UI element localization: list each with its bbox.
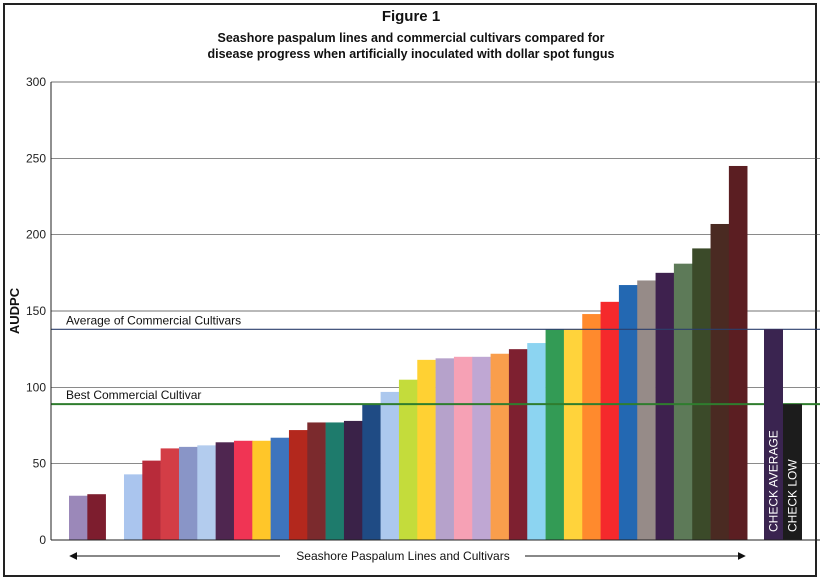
bar bbox=[673, 263, 693, 540]
bar bbox=[618, 285, 638, 540]
bar bbox=[160, 448, 180, 540]
bar bbox=[69, 495, 88, 540]
bar bbox=[380, 391, 400, 540]
bar bbox=[325, 422, 345, 540]
bar bbox=[728, 165, 748, 540]
y-tick-label: 200 bbox=[26, 228, 46, 242]
reference-line-label: Average of Commercial Cultivars bbox=[66, 313, 241, 327]
bar bbox=[233, 440, 253, 540]
check-bar bbox=[764, 329, 783, 540]
x-axis-label: Seashore Paspalum Lines and Cultivars bbox=[296, 549, 509, 563]
y-tick-label: 100 bbox=[26, 380, 46, 394]
bar bbox=[655, 272, 675, 540]
figure-subtitle-line2: disease progress when artificially inocu… bbox=[207, 47, 615, 61]
figure-subtitle-line1: Seashore paspalum lines and commercial c… bbox=[217, 31, 605, 45]
bar bbox=[178, 446, 198, 540]
reference-line-label: Best Commercial Cultivar bbox=[66, 388, 201, 402]
bar bbox=[435, 358, 455, 540]
bar bbox=[197, 445, 216, 540]
bar bbox=[527, 343, 546, 540]
bar bbox=[362, 404, 381, 540]
bar bbox=[692, 248, 711, 540]
check-bar-label: CHECK AVERAGE bbox=[767, 430, 781, 532]
bar bbox=[582, 314, 601, 540]
bar bbox=[343, 420, 363, 540]
y-tick-label: 50 bbox=[33, 457, 47, 471]
bar bbox=[398, 379, 418, 540]
bar bbox=[270, 437, 290, 540]
bar bbox=[142, 460, 161, 540]
bar bbox=[490, 353, 510, 540]
bar bbox=[215, 442, 235, 540]
bar bbox=[288, 430, 308, 540]
bar bbox=[563, 329, 583, 540]
bar bbox=[637, 280, 656, 540]
bar bbox=[307, 422, 326, 540]
bar bbox=[508, 349, 528, 540]
check-bar bbox=[783, 404, 802, 540]
y-tick-label: 150 bbox=[26, 304, 46, 318]
bar bbox=[252, 440, 271, 540]
y-tick-label: 250 bbox=[26, 151, 46, 165]
figure-number: Figure 1 bbox=[381, 8, 441, 25]
y-tick-label: 0 bbox=[39, 533, 46, 547]
bar bbox=[453, 356, 473, 540]
y-axis-label: AUDPC bbox=[7, 287, 22, 334]
bar bbox=[417, 359, 436, 540]
bar bbox=[87, 494, 106, 540]
bar bbox=[545, 329, 565, 540]
check-bar-label: CHECK LOW bbox=[786, 459, 800, 532]
bar bbox=[600, 301, 620, 540]
bar bbox=[123, 474, 143, 540]
bar bbox=[710, 223, 730, 541]
y-tick-label: 300 bbox=[26, 75, 46, 89]
bar bbox=[472, 356, 491, 540]
